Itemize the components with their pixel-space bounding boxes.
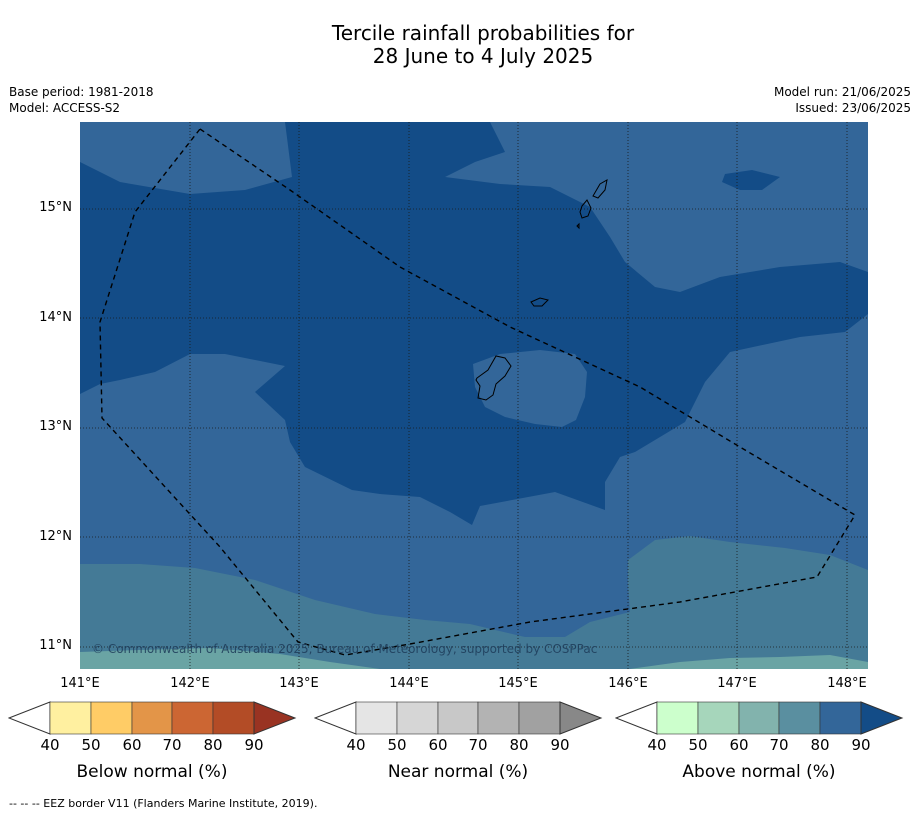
- colorbar-near-tick: 60: [428, 736, 448, 754]
- colorbar-below-tick: 90: [244, 736, 264, 754]
- copyright-text: © Commonwealth of Australia 2025, Bureau…: [92, 642, 597, 656]
- colorbar-near-label: Near normal (%): [387, 762, 529, 782]
- colorbar-below-min-arrow: [8, 701, 51, 735]
- colorbar-above-tick: 70: [769, 736, 789, 754]
- colorbar-below-max-arrow: [253, 701, 297, 735]
- lat-label-11: 11°N: [39, 638, 72, 653]
- colorbar-below-tick: 40: [40, 736, 60, 754]
- colorbar-above-bin-2: [697, 701, 740, 735]
- title-line-2: 28 June to 4 July 2025: [372, 44, 594, 68]
- colorbar-above-tick: 50: [688, 736, 708, 754]
- colorbar-below-bin-4: [171, 701, 214, 735]
- lon-label-145: 145°E: [498, 676, 538, 691]
- islands: [475, 179, 608, 401]
- colorbar-above-bin-3: [738, 701, 780, 735]
- colorbar-below-tick: 70: [162, 736, 182, 754]
- colorbar-above-bin-5: [819, 701, 862, 735]
- colorbar-near-min-arrow: [314, 701, 357, 735]
- lon-label-144: 144°E: [389, 676, 429, 691]
- lat-label-14: 14°N: [39, 310, 72, 325]
- lon-label-142: 142°E: [170, 676, 210, 691]
- base-period: Base period: 1981-2018: [9, 85, 154, 99]
- colorbar-above-bin-4: [778, 701, 821, 735]
- colorbar-below-bin-2: [90, 701, 133, 735]
- meta-right: Model run: 21/06/2025 Issued: 23/06/2025: [774, 84, 911, 116]
- lat-label-12: 12°N: [39, 529, 72, 544]
- colorbar-above-max-arrow: [860, 701, 904, 735]
- colorbar-above-tick: 90: [851, 736, 871, 754]
- colorbar-below-tick: 80: [203, 736, 223, 754]
- island-rota: [530, 297, 549, 307]
- model-run: Model run: 21/06/2025: [773, 85, 911, 99]
- colorbar-near-tick: 50: [387, 736, 407, 754]
- colorbar-below-tick: 60: [122, 736, 142, 754]
- lat-label-13: 13°N: [39, 419, 72, 434]
- colorbar-above-min-arrow: [615, 701, 658, 735]
- region-above-60: [80, 648, 380, 669]
- colorbar-near-tick: 70: [468, 736, 488, 754]
- colorbar-below-tick: 50: [81, 736, 101, 754]
- colorbar-below-bin-3: [131, 701, 173, 735]
- colorbar-above-label: Above normal (%): [682, 762, 836, 782]
- colorbar-above-tick: 40: [647, 736, 667, 754]
- island-guam: [475, 355, 512, 401]
- colorbar-near-tick: 90: [550, 736, 570, 754]
- colorbar-above-tick: 60: [729, 736, 749, 754]
- colorbar-near-tick: 40: [346, 736, 366, 754]
- colorbar-below-bin-1: [49, 701, 92, 735]
- colorbar-near-bin-4: [477, 701, 520, 735]
- island-saipan: [592, 179, 608, 199]
- eez-border: [99, 128, 856, 656]
- model-name: Model: ACCESS-S2: [9, 101, 121, 115]
- gridlines: [80, 122, 868, 669]
- lon-label-148: 148°E: [827, 676, 867, 691]
- colorbar-near-bin-5: [518, 701, 561, 735]
- colorbar-below-bin-5: [212, 701, 255, 735]
- colorbar-near-tick: 80: [509, 736, 529, 754]
- colorbar-near: [314, 701, 603, 735]
- island-aguijan: [576, 222, 580, 230]
- title-line-1: Tercile rainfall probabilities for: [331, 21, 635, 45]
- colorbar-near-bin-2: [396, 701, 439, 735]
- issued-date: Issued: 23/06/2025: [795, 101, 911, 115]
- colorbar-below: [8, 701, 297, 735]
- eez-footnote: -- -- -- EEZ border V11 (Flanders Marine…: [9, 797, 318, 810]
- colorbar-near-bin-3: [437, 701, 479, 735]
- region-above-60-right: [630, 655, 868, 669]
- region-above-70: [80, 536, 868, 669]
- region-above-80-pocket: [473, 350, 587, 427]
- map-title: Tercile rainfall probabilities for 28 Ju…: [0, 22, 919, 68]
- lat-label-15: 15°N: [39, 200, 72, 215]
- region-above-90-main: [80, 122, 868, 525]
- colorbar-near-max-arrow: [559, 701, 603, 735]
- colorbar-above: [615, 701, 904, 735]
- lon-label-147: 147°E: [717, 676, 757, 691]
- colorbar-above-bin-1: [656, 701, 699, 735]
- map-panel: © Commonwealth of Australia 2025, Bureau…: [80, 122, 868, 669]
- colorbar-near-bin-1: [355, 701, 398, 735]
- lon-label-143: 143°E: [279, 676, 319, 691]
- region-above-90-blob: [722, 170, 780, 190]
- colorbar-below-label: Below normal (%): [76, 762, 228, 782]
- lon-label-146: 146°E: [608, 676, 648, 691]
- meta-left: Base period: 1981-2018 Model: ACCESS-S2: [9, 84, 154, 116]
- colorbar-above-tick: 80: [810, 736, 830, 754]
- island-tinian: [579, 199, 592, 219]
- lon-label-141: 141°E: [60, 676, 100, 691]
